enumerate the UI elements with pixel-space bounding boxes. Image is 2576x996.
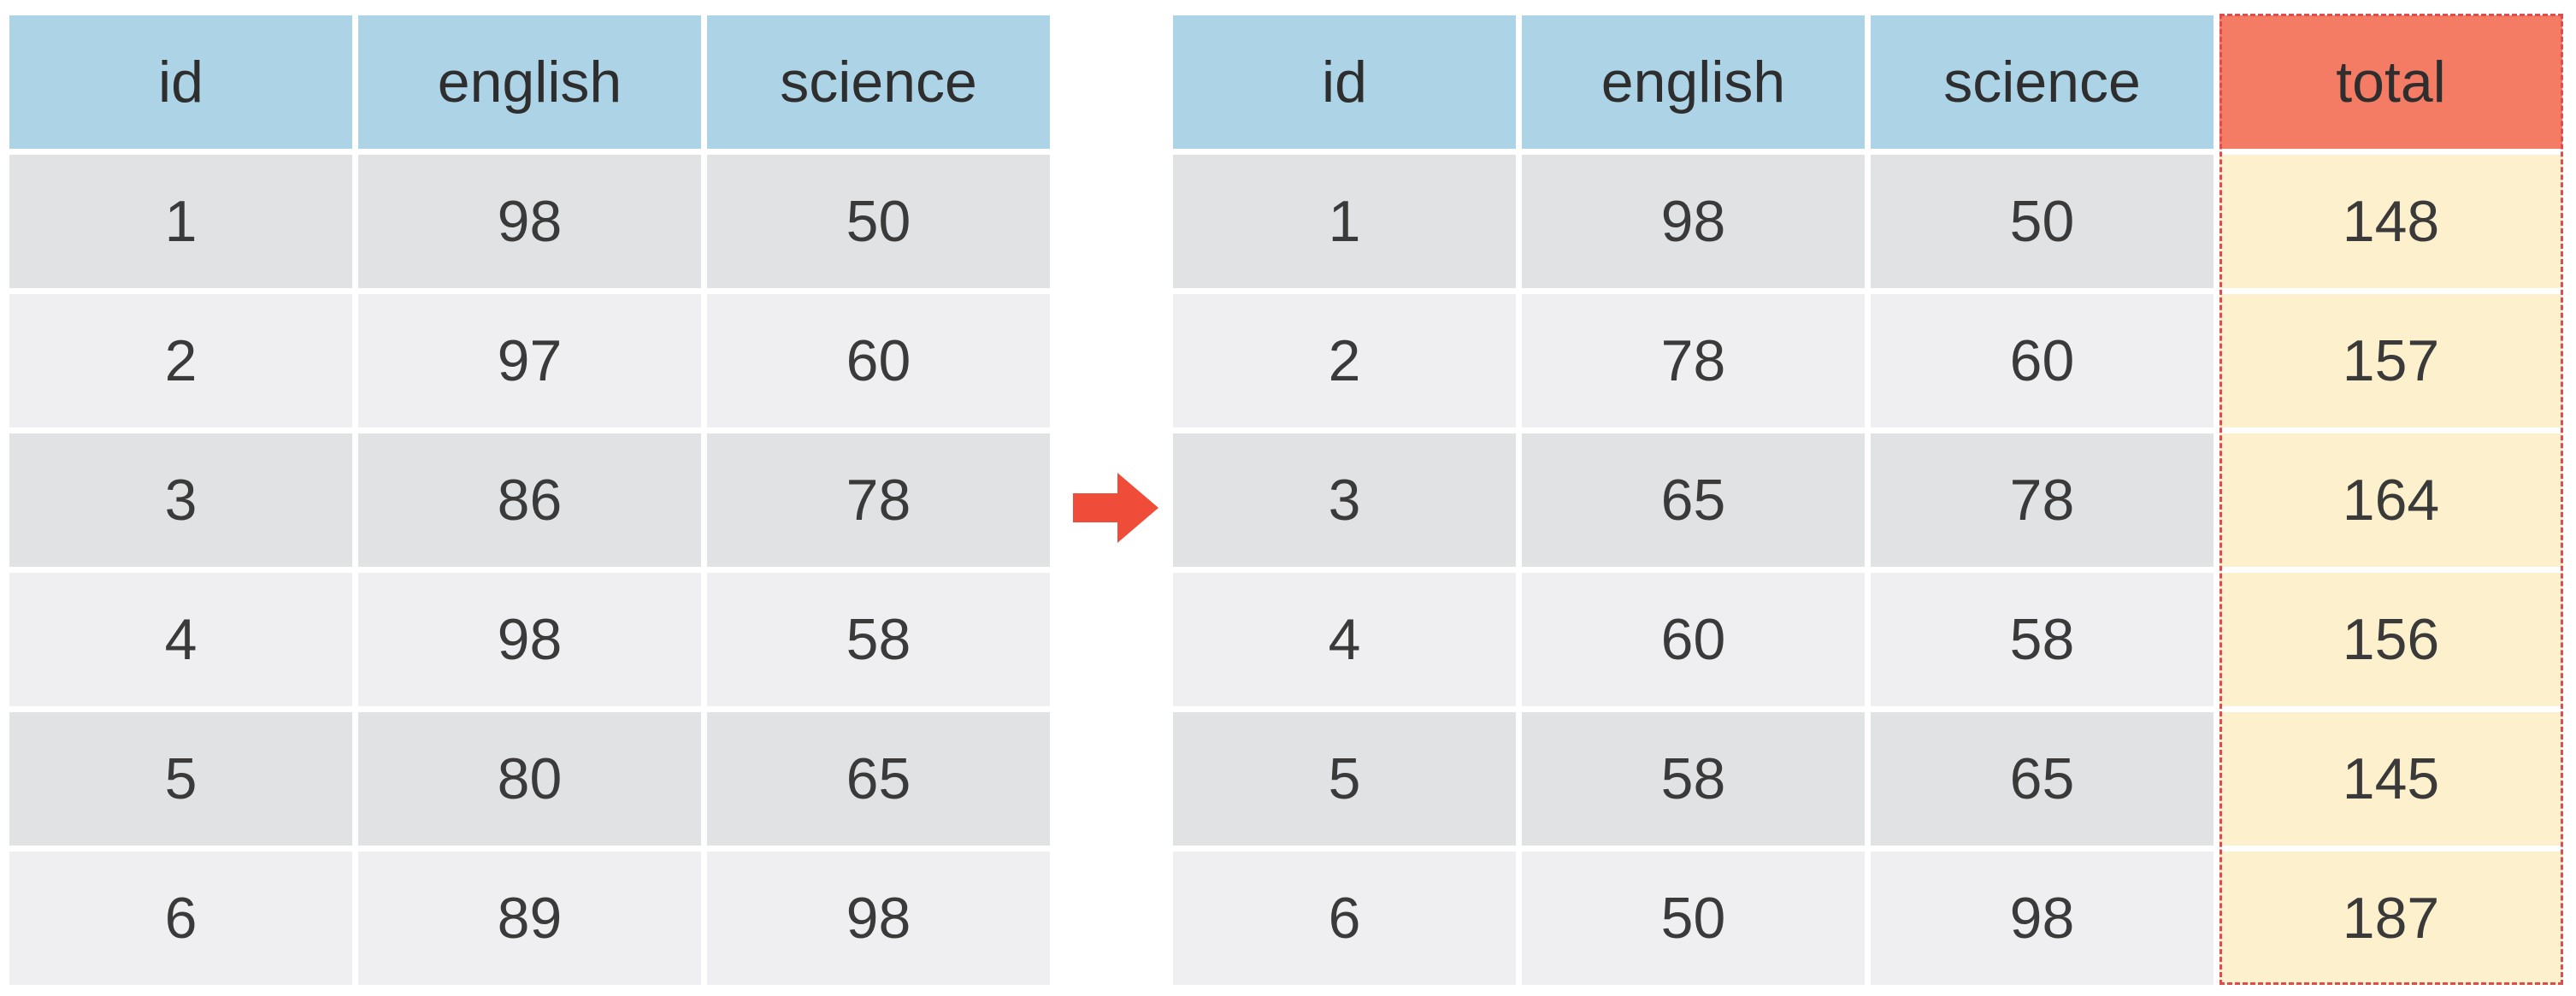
right-header-english: english bbox=[1522, 15, 1865, 149]
right-cell-science: 60 bbox=[1871, 294, 2213, 427]
left-header-science: science bbox=[707, 15, 1050, 149]
left-cell-science: 65 bbox=[707, 712, 1050, 846]
left-cell-science: 58 bbox=[707, 573, 1050, 706]
right-cell-english: 50 bbox=[1522, 852, 1865, 985]
left-cell-english: 86 bbox=[358, 433, 701, 567]
right-cell-english: 60 bbox=[1522, 573, 1865, 706]
left-cell-science: 50 bbox=[707, 155, 1050, 288]
right-cell-english: 65 bbox=[1522, 433, 1865, 567]
right-cell-id: 2 bbox=[1173, 294, 1516, 427]
left-cell-science: 98 bbox=[707, 852, 1050, 985]
right-cell-id: 3 bbox=[1173, 433, 1516, 567]
source-table: id english science 1 98 50 2 97 60 3 86 … bbox=[9, 15, 1050, 985]
left-cell-english: 80 bbox=[358, 712, 701, 846]
left-cell-id: 4 bbox=[9, 573, 352, 706]
left-cell-id: 2 bbox=[9, 294, 352, 427]
right-cell-english: 98 bbox=[1522, 155, 1865, 288]
right-cell-english: 58 bbox=[1522, 712, 1865, 846]
left-cell-id: 3 bbox=[9, 433, 352, 567]
left-cell-science: 60 bbox=[707, 294, 1050, 427]
right-cell-science: 98 bbox=[1871, 852, 2213, 985]
right-cell-total: 164 bbox=[2219, 433, 2562, 567]
right-cell-total: 156 bbox=[2219, 573, 2562, 706]
right-cell-science: 58 bbox=[1871, 573, 2213, 706]
right-header-id: id bbox=[1173, 15, 1516, 149]
left-header-id: id bbox=[9, 15, 352, 149]
result-table: id english science total 1 98 50 148 2 7… bbox=[1173, 15, 2562, 985]
right-cell-id: 5 bbox=[1173, 712, 1516, 846]
right-cell-science: 78 bbox=[1871, 433, 2213, 567]
right-cell-total: 187 bbox=[2219, 852, 2562, 985]
right-cell-science: 50 bbox=[1871, 155, 2213, 288]
left-cell-english: 97 bbox=[358, 294, 701, 427]
right-cell-id: 1 bbox=[1173, 155, 1516, 288]
left-cell-id: 1 bbox=[9, 155, 352, 288]
left-cell-english: 89 bbox=[358, 852, 701, 985]
right-cell-id: 6 bbox=[1173, 852, 1516, 985]
right-cell-total: 157 bbox=[2219, 294, 2562, 427]
left-header-english: english bbox=[358, 15, 701, 149]
left-cell-english: 98 bbox=[358, 573, 701, 706]
right-header-total: total bbox=[2219, 15, 2562, 149]
left-cell-science: 78 bbox=[707, 433, 1050, 567]
right-cell-id: 4 bbox=[1173, 573, 1516, 706]
right-cell-total: 145 bbox=[2219, 712, 2562, 846]
right-cell-science: 65 bbox=[1871, 712, 2213, 846]
right-arrow-icon bbox=[1073, 473, 1158, 543]
right-cell-total: 148 bbox=[2219, 155, 2562, 288]
left-cell-id: 5 bbox=[9, 712, 352, 846]
right-cell-english: 78 bbox=[1522, 294, 1865, 427]
left-cell-id: 6 bbox=[9, 852, 352, 985]
left-cell-english: 98 bbox=[358, 155, 701, 288]
right-header-science: science bbox=[1871, 15, 2213, 149]
